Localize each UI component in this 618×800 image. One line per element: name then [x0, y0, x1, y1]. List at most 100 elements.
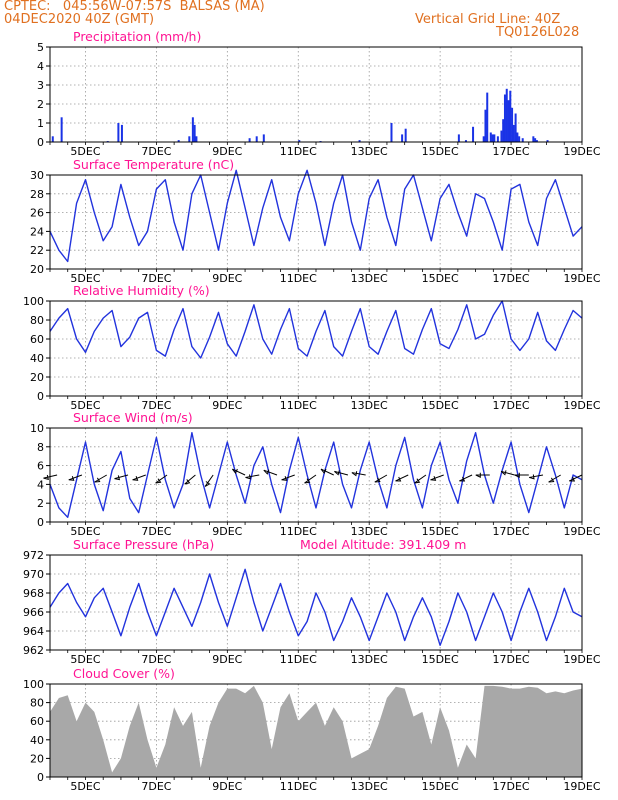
x-tick-label: 17DEC — [493, 145, 530, 158]
precip-bar — [512, 124, 515, 142]
precip-bar — [546, 140, 549, 142]
series-line — [49, 568, 583, 646]
wind-arrow-head — [569, 476, 576, 482]
wind-arrow-head — [351, 471, 358, 477]
x-tick-label: 11DEC — [280, 145, 317, 158]
precip-bar — [390, 123, 393, 142]
wind-arrow-head — [281, 476, 288, 481]
y-tick-label: 964 — [23, 625, 44, 638]
x-tick-label: 9DEC — [212, 525, 242, 538]
precip-bar — [457, 134, 460, 142]
precip-bar — [532, 136, 535, 142]
precip-bar — [500, 130, 503, 142]
x-tick-label: 9DEC — [212, 272, 242, 285]
y-tick-label: 2 — [37, 98, 44, 111]
wind-arrow — [204, 474, 214, 487]
y-tick-label: 1 — [37, 117, 44, 130]
header-station: CPTEC: 045:56W-07:57S BALSAS (MA) — [4, 0, 265, 14]
precip-bar — [516, 132, 519, 142]
wind-arrow-head — [184, 479, 191, 485]
precip-bar — [496, 136, 499, 142]
wind-arrow — [374, 474, 388, 483]
x-tick-label: 11DEC — [280, 780, 317, 793]
wind-arrow-head — [548, 477, 555, 483]
precip-bar — [521, 138, 524, 142]
wind-arrow — [351, 472, 366, 476]
x-tick-label: 17DEC — [493, 399, 530, 412]
x-tick-label: 19DEC — [563, 399, 600, 412]
wind-arrow — [334, 470, 349, 476]
wind-arrow-head — [204, 481, 211, 487]
x-tick-label: 13DEC — [351, 145, 388, 158]
panel-title: Surface Wind (m/s) — [73, 410, 193, 425]
wind-arrow-head — [529, 474, 535, 480]
y-tick-label: 80 — [30, 314, 44, 327]
wind-arrow — [155, 474, 168, 484]
y-tick-label: 6 — [37, 460, 44, 473]
wind-arrow-head — [514, 472, 520, 479]
x-tick-label: 19DEC — [563, 145, 600, 158]
wind-arrow — [184, 474, 196, 485]
precip-bar — [262, 134, 265, 142]
wind-arrow — [459, 474, 473, 482]
panel-frame — [49, 427, 583, 523]
precip-bar — [502, 119, 505, 142]
precip-bar — [472, 126, 475, 142]
x-tick-label: 17DEC — [493, 525, 530, 538]
x-tick-label: 13DEC — [351, 399, 388, 412]
x-tick-label: 5DEC — [70, 780, 100, 793]
x-tick-label: 11DEC — [280, 399, 317, 412]
wind-arrow — [114, 474, 129, 480]
panel-frame — [49, 46, 583, 143]
wind-arrow-head — [374, 477, 381, 483]
panel-title: Surface Temperature (nC) — [73, 157, 234, 172]
header-run-time: 04DEC2020 40Z (GMT) — [4, 12, 155, 27]
y-tick-label: 2 — [37, 497, 44, 510]
x-tick-label: 7DEC — [141, 399, 171, 412]
precip-bar — [177, 140, 180, 142]
wind-arrow — [569, 474, 583, 482]
precip-bar — [193, 124, 196, 142]
y-tick-label: 966 — [23, 606, 44, 619]
precip-bar — [255, 136, 258, 142]
panel-frame — [49, 683, 583, 778]
x-tick-label: 15DEC — [422, 272, 459, 285]
wind-arrow-head — [430, 476, 437, 481]
header-grid-line: Vertical Grid Line: 40Z — [415, 12, 561, 27]
y-tick-label: 22 — [30, 244, 44, 257]
x-tick-label: 11DEC — [280, 525, 317, 538]
precip-bar — [511, 107, 514, 142]
precip-bar — [491, 134, 494, 142]
precip-bar — [191, 117, 194, 142]
y-tick-label: 4 — [37, 60, 44, 73]
precip-bar — [51, 136, 54, 142]
precip-bar — [120, 124, 123, 142]
precip-bar — [464, 140, 467, 142]
model-altitude-label: Model Altitude: 391.409 m — [300, 537, 466, 552]
wind-arrow — [414, 474, 427, 484]
wind-arrow-head — [304, 478, 311, 484]
y-tick-label: 24 — [30, 225, 44, 238]
wind-arrow — [94, 474, 107, 483]
wind-arrow — [304, 474, 317, 484]
x-tick-label: 15DEC — [422, 780, 459, 793]
x-tick-label: 13DEC — [351, 525, 388, 538]
x-tick-label: 5DEC — [70, 272, 100, 285]
y-tick-label: 20 — [30, 752, 44, 765]
x-tick-label: 19DEC — [563, 525, 600, 538]
x-tick-label: 13DEC — [351, 653, 388, 666]
y-tick-label: 968 — [23, 587, 44, 600]
precip-bar — [60, 117, 63, 142]
precip-bar — [486, 92, 489, 142]
y-tick-label: 40 — [30, 352, 44, 365]
wind-arrow-head — [395, 476, 402, 482]
wind-arrow — [548, 474, 561, 483]
x-tick-label: 13DEC — [351, 780, 388, 793]
x-tick-label: 7DEC — [141, 145, 171, 158]
precip-bar — [117, 123, 120, 142]
y-tick-label: 3 — [37, 79, 44, 92]
wind-arrow-head — [263, 469, 270, 475]
x-tick-label: 9DEC — [212, 780, 242, 793]
wind-arrow — [320, 468, 334, 476]
